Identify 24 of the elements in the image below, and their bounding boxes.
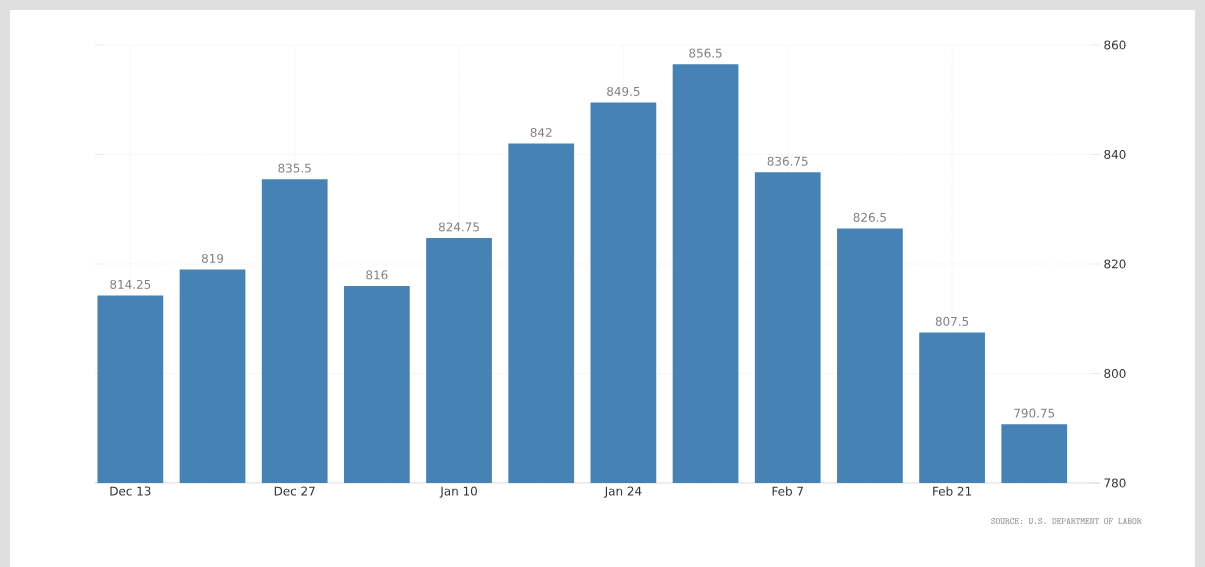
source-note: SOURCE: U.S. DEPARTMENT OF LABOR bbox=[991, 518, 1142, 524]
y-tick-label: 780 bbox=[1104, 478, 1126, 488]
x-tick-label: Dec 27 bbox=[274, 486, 315, 496]
data-label: 824.75 bbox=[438, 222, 479, 232]
y-tick-label: 860 bbox=[1104, 40, 1126, 50]
x-tick-label: Feb 21 bbox=[933, 486, 972, 496]
data-label: 835.5 bbox=[278, 163, 311, 173]
y-tick-label: 840 bbox=[1104, 149, 1126, 160]
x-tick-label: Dec 13 bbox=[110, 486, 151, 496]
y-tick-label: 820 bbox=[1104, 259, 1126, 269]
data-label: 842 bbox=[530, 127, 552, 138]
data-label: 856.5 bbox=[689, 48, 722, 58]
data-label: 816 bbox=[366, 270, 388, 280]
data-label: 790.75 bbox=[1014, 408, 1055, 418]
data-label: 814.25 bbox=[110, 279, 151, 289]
data-label: 836.75 bbox=[767, 156, 808, 166]
x-tick-label: Jan 24 bbox=[604, 486, 642, 498]
x-tick-label: Feb 7 bbox=[772, 486, 803, 496]
data-label: 849.5 bbox=[607, 86, 640, 96]
data-label: 819 bbox=[201, 253, 224, 263]
x-tick-label: Jan 10 bbox=[439, 486, 477, 498]
data-label: 826.5 bbox=[853, 212, 886, 222]
y-tick-label: 800 bbox=[1104, 368, 1126, 379]
data-label: 807.5 bbox=[935, 316, 969, 326]
